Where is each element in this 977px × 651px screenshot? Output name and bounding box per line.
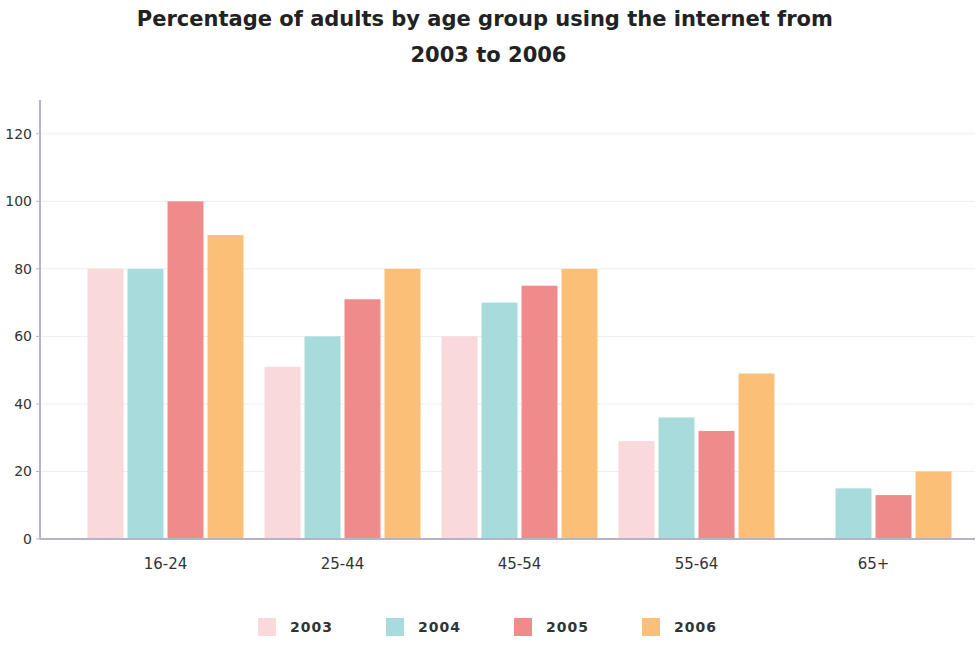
y-tick-label: 60 — [14, 328, 32, 344]
bar — [876, 495, 912, 539]
x-tick-label: 16-24 — [144, 555, 188, 573]
bar — [659, 417, 695, 539]
y-tick-label: 100 — [5, 193, 32, 209]
bar — [836, 488, 872, 539]
legend-swatch — [258, 618, 276, 636]
bar — [916, 471, 952, 539]
bar — [699, 431, 735, 539]
bar — [482, 303, 518, 539]
bar — [345, 299, 381, 539]
title: Percentage of adults by age group using … — [137, 7, 840, 67]
bar — [385, 269, 421, 539]
legend-label: 2003 — [290, 619, 333, 635]
legend-label: 2006 — [674, 619, 717, 635]
y-axis — [39, 100, 41, 539]
y-tick-label: 40 — [14, 396, 32, 412]
title-line: 2003 to 2006 — [411, 43, 567, 67]
legend-swatch — [514, 618, 532, 636]
bar — [739, 374, 775, 539]
title-line: Percentage of adults by age group using … — [137, 7, 840, 31]
bar — [88, 269, 124, 539]
y-tick-label: 0 — [23, 531, 32, 547]
legend-swatch — [642, 618, 660, 636]
grid-line — [40, 133, 975, 134]
y-tick-label: 20 — [14, 463, 32, 479]
bar — [562, 269, 598, 539]
legend: 2003 2004 2005 2006 — [258, 618, 717, 636]
chart: Percentage of adults by age group using … — [0, 0, 977, 651]
x-tick-label: 45-54 — [498, 555, 542, 573]
x-tick-label: 65+ — [858, 555, 890, 573]
bar — [619, 441, 655, 539]
y-tick-label: 80 — [14, 261, 32, 277]
bar — [522, 286, 558, 539]
bar — [128, 269, 164, 539]
x-tick-label: 25-44 — [321, 555, 365, 573]
legend-swatch — [386, 618, 404, 636]
legend-label: 2005 — [546, 619, 589, 635]
bars — [88, 201, 952, 539]
x-tick-label: 55-64 — [675, 555, 719, 573]
bar — [442, 336, 478, 539]
legend-label: 2004 — [418, 619, 461, 635]
grid — [40, 134, 975, 539]
y-tick-label: 120 — [5, 126, 32, 142]
bar — [305, 336, 341, 539]
grid-line — [40, 539, 975, 540]
bar — [168, 201, 204, 539]
x-axis — [40, 538, 975, 540]
bar — [265, 367, 301, 539]
bar — [208, 235, 244, 539]
